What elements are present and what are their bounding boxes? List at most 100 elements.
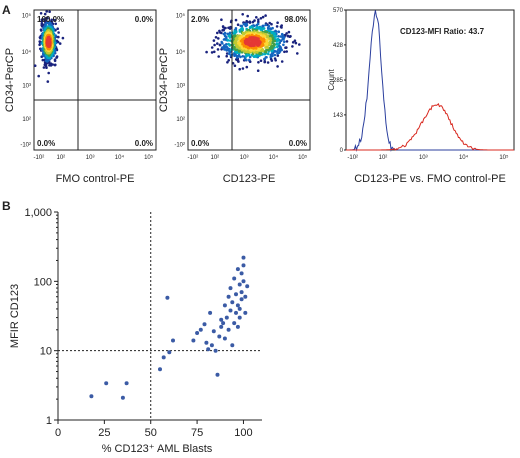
data-point [217,334,222,339]
x-axis-title: FMO control-PE [56,173,135,185]
y-tick-label: 285 [333,78,344,84]
population-dot [286,34,290,38]
population-dot [259,17,263,20]
y-tick-label: 0 [340,148,344,154]
population-dot [245,65,249,69]
population-dot [252,39,255,43]
population-dot [276,45,279,49]
data-point [235,303,240,308]
x-tick-label: 10² [211,155,220,161]
population-dot [225,52,229,55]
population-dot [275,43,278,46]
population-dot [276,52,279,55]
population-dot [220,18,223,22]
population-dot [223,31,227,35]
data-point [222,336,227,341]
population-dot [54,22,57,26]
x-axis-title: CD123-PE vs. FMO control-PE [354,173,506,185]
population-dot [276,54,280,57]
population-dot [50,18,53,22]
y-tick-labels: 570 428 285 143 0 [333,8,346,154]
population-dot [268,32,271,35]
data-point [237,282,242,287]
population-dot [270,52,274,55]
population-dot [248,26,252,30]
x-tick-label: 10³ [86,155,95,161]
x-tick-label: 10⁴ [115,154,125,161]
population-dot [283,40,286,44]
data-point [124,381,129,386]
population-dot [61,36,65,40]
x-tick-label: -10² [34,155,45,161]
x-axis-title: % CD123⁺ AML Blasts [102,443,213,455]
y-tick-label: 100 [34,276,52,288]
population-dot [248,21,252,24]
data-point [158,367,162,372]
y-tick-labels: 10⁵ 10⁴ 10³ 10² -10² [20,13,31,149]
data-point [226,327,231,332]
y-tick-label: 1 [46,415,52,427]
population-dot [273,53,277,57]
plot-frame [33,9,157,151]
data-point [224,315,229,320]
population-dot [53,58,57,61]
y-tick-label: 10³ [22,84,31,90]
population-dot [224,26,227,30]
quadrant-ll-label: 0.0% [37,139,55,148]
population-dot [47,40,51,44]
data-point [232,276,237,281]
population-dot [53,63,57,67]
y-tick-label: 1,000 [24,207,52,219]
data-point [232,321,237,326]
population-dot [233,64,237,67]
data-point [228,308,233,313]
population-dot [280,26,283,29]
population-dot [41,58,45,62]
population-dot [218,43,222,47]
population-dot [226,39,230,42]
data-point [120,395,125,400]
x-tick-label: 10² [57,155,66,161]
data-point [237,306,242,311]
x-ticks: 0 25 50 75 100 [55,420,253,439]
population-dot [241,55,245,58]
flow-plot-fmo: 100.0% 0.0% 0.0% 0.0% 10⁵ 10⁴ 10³ 10² -10² -… [4,9,157,185]
quadrant-lr-label: 0.0% [289,139,307,148]
data-point [161,355,166,360]
x-tick-label: 50 [145,427,157,439]
x-axis-title: CD123-PE [223,173,276,185]
population-dot [241,67,245,70]
population-dot [43,12,47,16]
population-dot [55,39,59,43]
population-dot [220,31,223,35]
quadrant-ur-label: 0.0% [135,15,153,24]
population-dot [254,15,258,19]
y-ticks: 1,000 100 10 1 [24,207,58,427]
population-dot [213,43,216,47]
population-dot [264,14,267,17]
population-dot [248,58,251,62]
data-point [228,286,233,291]
data-point [241,279,246,284]
population-dot [283,50,286,54]
population-dot [57,31,60,34]
population-dot [259,28,263,31]
population-dot [273,57,277,60]
population-dot [225,54,228,58]
y-tick-label: 10⁵ [176,13,186,20]
population-dot [265,48,268,52]
population-dot [225,43,228,46]
population-dot [253,24,256,28]
data-point [245,284,250,289]
data-point [234,292,238,297]
population-dot [285,32,288,35]
population-dot [238,30,242,33]
x-tick-label: 10⁵ [298,154,308,161]
y-tick-labels: 10⁵ 10⁴ 10³ 10² -10² [174,13,185,149]
population-dot [276,21,279,25]
population-dot [277,30,281,34]
x-tick-labels: -10² 10² 10³ 10⁴ 10⁵ [347,154,509,161]
population-dot [264,23,268,27]
data-point [226,294,231,299]
population-dot [256,69,260,72]
